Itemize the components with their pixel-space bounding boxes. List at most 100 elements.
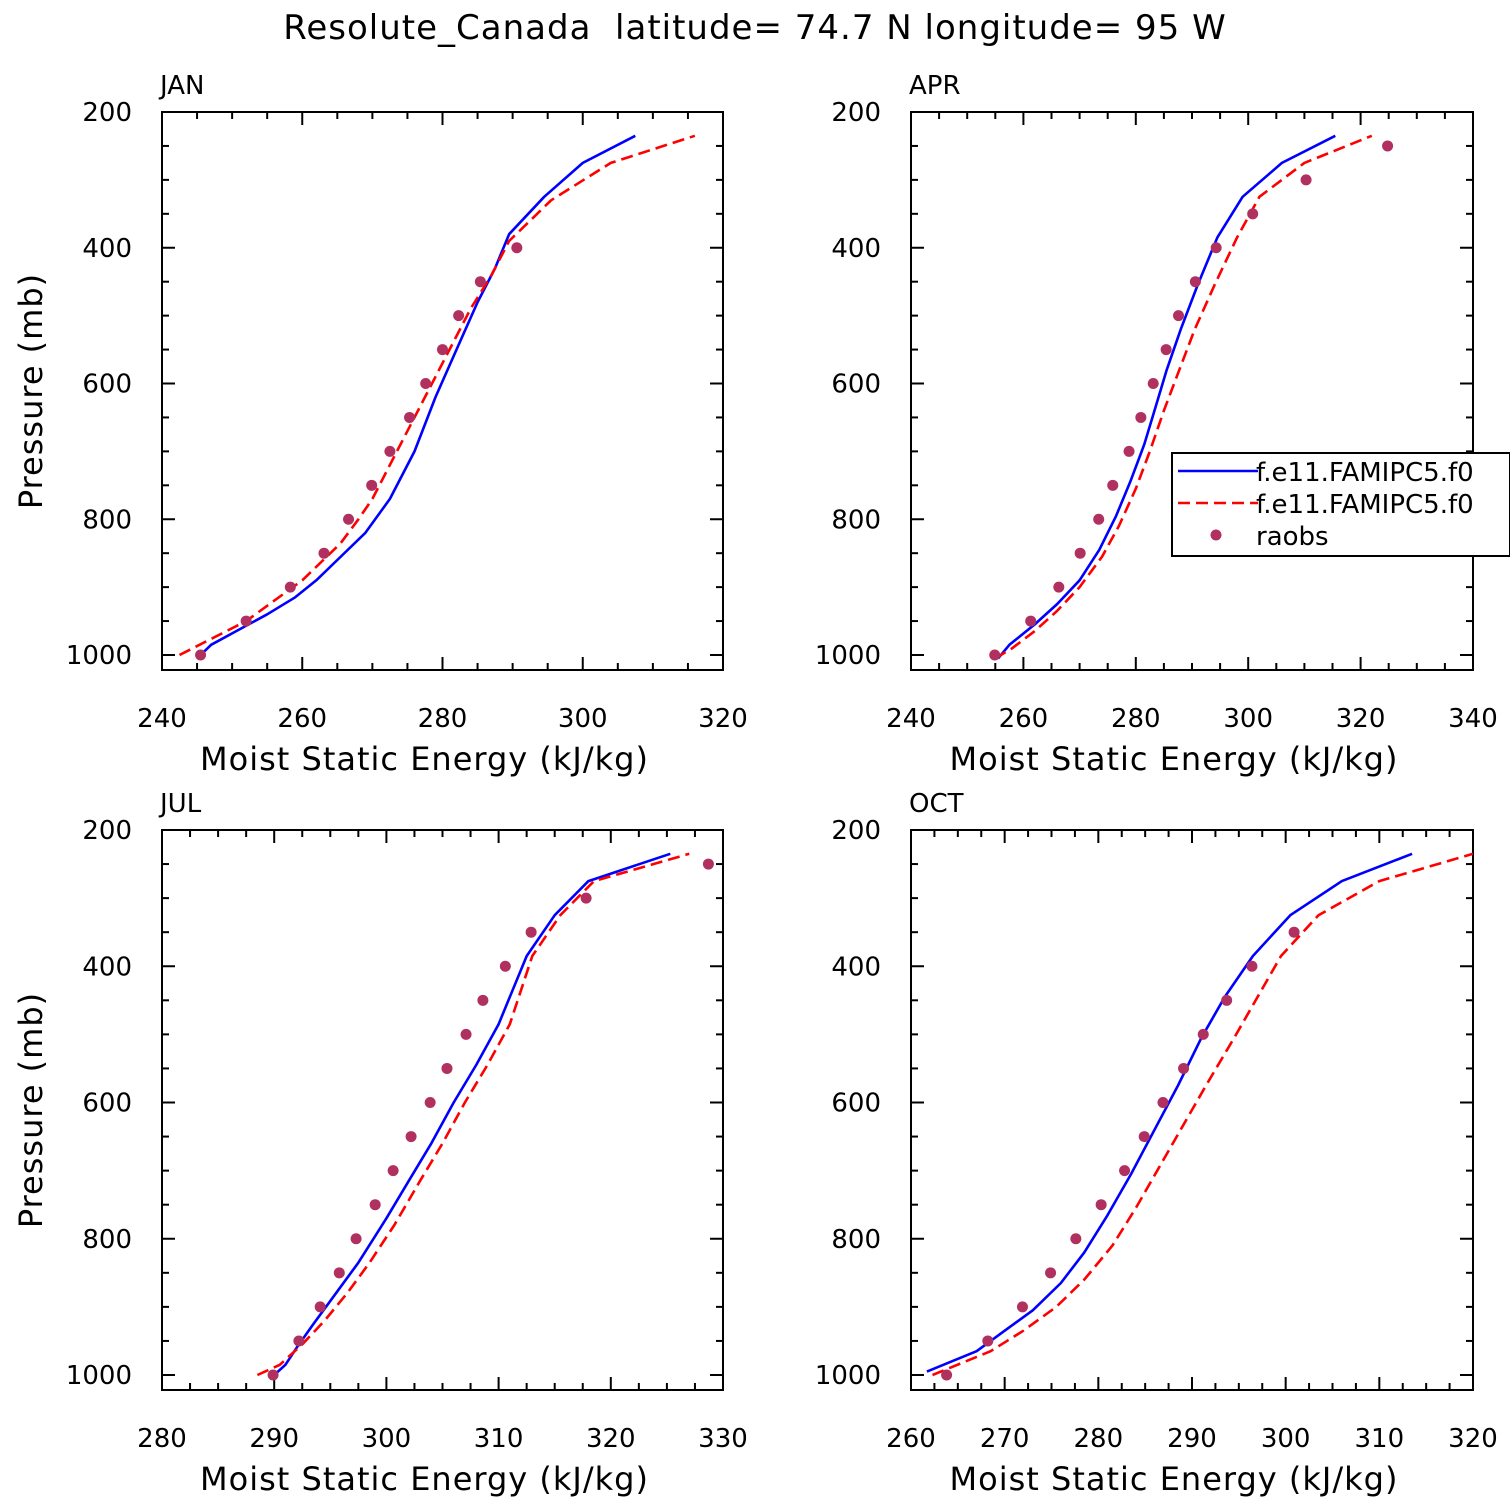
model1-line (926, 852, 1413, 1373)
y-tick-label: 200 (82, 816, 132, 846)
x-axis-label: Moist Static Energy (kJ/kg) (950, 1460, 1399, 1498)
raobs-point (284, 581, 296, 593)
y-tick-label: 400 (831, 952, 881, 982)
series-group (256, 852, 714, 1381)
x-tick-label: 340 (1448, 704, 1498, 734)
x-axis-label: Moist Static Energy (kJ/kg) (200, 740, 649, 778)
raobs-point (1157, 1097, 1169, 1108)
x-tick-label: 270 (980, 1424, 1030, 1454)
legend-box (1171, 452, 1510, 557)
y-axis-label: Pressure (mb) (12, 992, 50, 1228)
x-tick-label: 260 (886, 1424, 936, 1454)
x-tick-label: 240 (886, 704, 936, 734)
x-tick-label: 260 (999, 704, 1049, 734)
raobs-point (1246, 960, 1258, 972)
raobs-point (369, 1199, 381, 1211)
raobs-point (387, 1165, 399, 1177)
y-tick-label: 600 (82, 370, 132, 400)
series-group (178, 134, 696, 661)
raobs-point (267, 1369, 279, 1381)
raobs-point (1045, 1267, 1057, 1279)
raobs-point (1093, 513, 1105, 525)
y-tick-label: 400 (831, 234, 881, 264)
raobs-point (499, 960, 511, 972)
raobs-point (1210, 242, 1222, 254)
x-tick-label: 300 (1223, 704, 1273, 734)
raobs-point (989, 649, 1001, 661)
raobs-point (1070, 1233, 1082, 1245)
x-tick-label: 320 (586, 1424, 636, 1454)
x-tick-label: 310 (1355, 1424, 1405, 1454)
y-axis-label: Pressure (mb) (12, 273, 50, 509)
plot-frame (910, 111, 1474, 671)
raobs-point (441, 1062, 453, 1074)
x-tick-label: 290 (1167, 1424, 1217, 1454)
legend-label: raobs (1256, 522, 1329, 552)
raobs-point (1189, 276, 1201, 288)
y-tick-label: 200 (831, 816, 881, 846)
y-tick-label: 400 (82, 952, 132, 982)
raobs-point (366, 479, 378, 491)
raobs-point (293, 1335, 305, 1347)
raobs-point (1382, 140, 1394, 152)
x-tick-label: 280 (1074, 1424, 1124, 1454)
raobs-point (195, 649, 207, 661)
raobs-point (424, 1097, 436, 1108)
raobs-point (1107, 479, 1119, 491)
raobs-point (1197, 1028, 1209, 1040)
y-tick-label: 800 (831, 505, 881, 535)
plot-frame (161, 111, 724, 671)
raobs-point (474, 276, 486, 288)
model2-line (178, 134, 696, 657)
raobs-point (1147, 378, 1159, 389)
panel-jul: 280 290 300 310 320 330 1000 800 600 400 200 JUL Moi… (12, 789, 748, 1498)
y-tick-label: 200 (82, 98, 132, 128)
y-tick-label: 800 (82, 505, 132, 535)
raobs-point (437, 344, 448, 356)
raobs-point (1053, 581, 1065, 593)
raobs-point (405, 1131, 417, 1143)
y-tick-label: 400 (82, 234, 132, 264)
legend-marker (1210, 529, 1222, 541)
raobs-point (240, 615, 252, 627)
raobs-point (1095, 1199, 1107, 1211)
raobs-point (333, 1267, 345, 1279)
raobs-point (1300, 174, 1312, 186)
panel-label: JAN (158, 71, 204, 101)
x-axis-label: Moist Static Energy (kJ/kg) (200, 1460, 649, 1498)
raobs-point (1016, 1301, 1028, 1313)
legend-label: f.e11.FAMIPC5.f0 (1256, 490, 1474, 520)
x-tick-label: 310 (474, 1424, 524, 1454)
y-tick-label: 200 (831, 98, 881, 128)
raobs-point (580, 892, 592, 904)
x-tick-label: 280 (1111, 704, 1161, 734)
raobs-point (941, 1369, 953, 1381)
panel-jan: 240 260 280 300 320 1000 800 600 400 200 JAN Moist … (12, 71, 748, 778)
model1-line (273, 852, 671, 1376)
plot-frame (161, 829, 724, 1391)
model2-line (256, 852, 690, 1377)
x-axis-label: Moist Static Energy (kJ/kg) (950, 740, 1399, 778)
y-tick-label: 1000 (66, 1361, 132, 1391)
figure-title: Resolute_Canada latitude= 74.7 N longitu… (283, 8, 1227, 48)
raobs-point (1160, 344, 1172, 356)
raobs-point (404, 411, 416, 423)
x-tick-label: 330 (698, 1424, 748, 1454)
panel-label: OCT (909, 789, 964, 819)
model1-line (199, 134, 636, 656)
raobs-point (1288, 926, 1300, 938)
x-tick-label: 280 (137, 1424, 187, 1454)
x-tick-label: 320 (698, 704, 748, 734)
raobs-point (1221, 994, 1233, 1006)
raobs-point (453, 310, 465, 322)
y-tick-label: 1000 (815, 1361, 881, 1391)
y-tick-label: 600 (82, 1089, 132, 1119)
raobs-point (1074, 547, 1086, 559)
x-tick-label: 320 (1336, 704, 1386, 734)
legend-label: f.e11.FAMIPC5.f0 (1256, 458, 1474, 488)
raobs-point (1135, 411, 1147, 423)
y-tick-label: 600 (831, 1089, 881, 1119)
raobs-point (384, 445, 396, 457)
raobs-point (702, 858, 714, 870)
